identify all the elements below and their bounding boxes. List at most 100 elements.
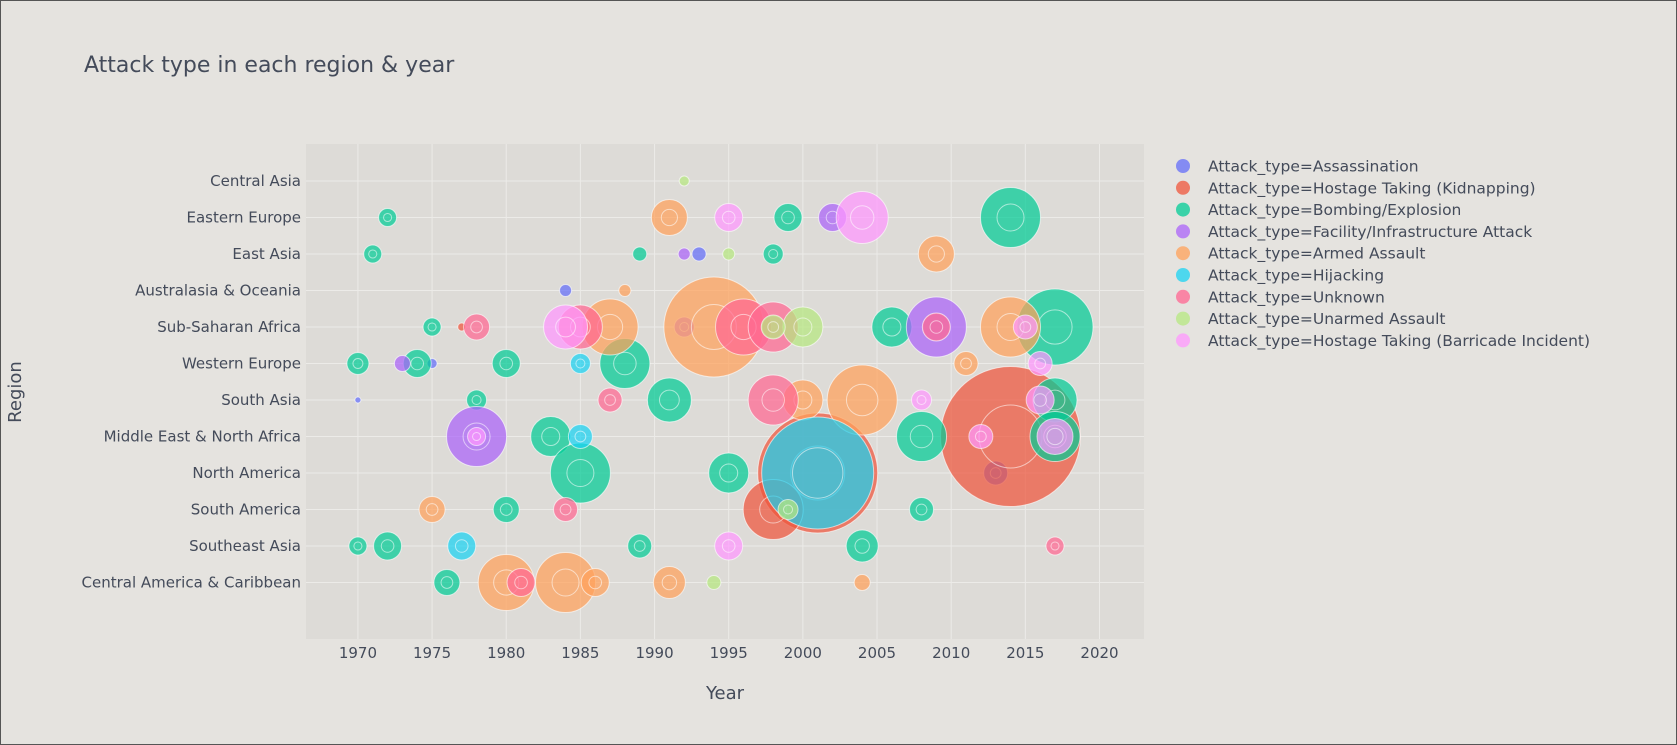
- bubble-unknown[interactable]: [921, 312, 951, 342]
- bubble-facility-infrastructure-attack[interactable]: [677, 247, 691, 261]
- legend[interactable]: Attack_type=Assassination Attack_type=Hos…: [1176, 158, 1590, 351]
- bubble-bombing-explosion[interactable]: [491, 349, 521, 378]
- bubble-bombing-explosion[interactable]: [632, 246, 648, 262]
- bubble-hostage-taking-barricade-incident[interactable]: [1036, 418, 1074, 455]
- legend-marker: [1176, 333, 1190, 348]
- legend-item[interactable]: Attack_type=Facility/Infrastructure Atta…: [1176, 223, 1532, 242]
- bubble-inner-ring: [514, 575, 528, 590]
- legend-item[interactable]: Attack_type=Hostage Taking (Barricade In…: [1176, 332, 1590, 351]
- x-tick-label: 1980: [487, 644, 525, 662]
- bubble-inner-ring: [660, 208, 678, 227]
- bubble-hostage-taking-barricade-incident[interactable]: [714, 203, 744, 232]
- bubble-unarmed-assault[interactable]: [722, 247, 736, 261]
- bubble-bombing-explosion[interactable]: [492, 496, 520, 523]
- bubble-armed-assault[interactable]: [580, 568, 610, 597]
- x-tick-labels: 1970 1975 1980 1985 1990 1995 2000 2005 2010 2015…: [339, 644, 1119, 662]
- bubble-inner-ring: [472, 431, 482, 442]
- bubble-hostage-taking-barricade-incident[interactable]: [1025, 385, 1055, 415]
- bubble-hostage-taking-barricade-incident[interactable]: [714, 531, 744, 561]
- bubble-hijacking[interactable]: [447, 531, 477, 561]
- bubble-assassination[interactable]: [559, 284, 573, 297]
- bubble-bombing-explosion[interactable]: [980, 187, 1042, 248]
- legend-item[interactable]: Attack_type=Unarmed Assault: [1176, 310, 1445, 329]
- bubble-hostage-taking-barricade-incident[interactable]: [1027, 351, 1053, 376]
- bubble-facility-infrastructure-attack[interactable]: [393, 355, 411, 372]
- bubble-armed-assault[interactable]: [953, 351, 979, 376]
- bubble-unknown[interactable]: [553, 497, 579, 522]
- bubble-bombing-explosion[interactable]: [773, 203, 803, 232]
- bubble-armed-assault[interactable]: [652, 566, 686, 599]
- bubble-bombing-explosion[interactable]: [378, 208, 398, 227]
- bubble-bombing-explosion[interactable]: [627, 533, 653, 559]
- bubble-bombing-explosion[interactable]: [363, 244, 383, 264]
- bubble-inner-ring: [613, 351, 637, 376]
- legend-item[interactable]: Attack_type=Assassination: [1176, 158, 1419, 177]
- bubble-inner-ring: [1033, 393, 1047, 407]
- bubble-bombing-explosion[interactable]: [433, 569, 461, 596]
- bubble-inner-ring: [845, 383, 879, 417]
- bubble-unknown[interactable]: [506, 568, 536, 597]
- bubble-inner-ring: [555, 316, 576, 338]
- bubble-assassination[interactable]: [354, 396, 362, 404]
- x-tick-label: 2010: [932, 644, 970, 662]
- bubble-hostage-taking-barricade-incident[interactable]: [1012, 314, 1038, 340]
- bubble-bombing-explosion[interactable]: [896, 411, 948, 462]
- bubble-bombing-explosion[interactable]: [646, 377, 692, 423]
- bubble-bombing-explosion[interactable]: [346, 352, 370, 375]
- bubble-unknown[interactable]: [747, 374, 799, 426]
- bubble-bombing-explosion[interactable]: [348, 536, 368, 556]
- bubble-armed-assault[interactable]: [618, 284, 632, 297]
- bubble-inner-ring: [575, 358, 586, 369]
- y-tick-label: South Asia: [221, 391, 301, 409]
- bubble-hostage-taking-barricade-incident[interactable]: [543, 304, 589, 350]
- legend-item[interactable]: Attack_type=Hostage Taking (Kidnapping): [1176, 179, 1536, 198]
- bubble-hostage-taking-barricade-incident[interactable]: [911, 389, 933, 411]
- legend-item[interactable]: Attack_type=Bombing/Explosion: [1176, 201, 1461, 220]
- legend-marker: [1176, 289, 1190, 304]
- bubble-bombing-explosion[interactable]: [845, 529, 879, 563]
- bubble-unarmed-assault[interactable]: [782, 306, 824, 348]
- legend-marker: [1176, 180, 1190, 195]
- bubble-inner-ring: [383, 212, 393, 223]
- bubble-armed-assault[interactable]: [826, 364, 898, 436]
- bubble-hijacking[interactable]: [569, 353, 591, 374]
- legend-item[interactable]: Attack_type=Unknown: [1176, 288, 1385, 307]
- bubble-hostage-taking-barricade-incident[interactable]: [835, 191, 889, 244]
- bubble-armed-assault[interactable]: [418, 496, 446, 523]
- bubble-unknown[interactable]: [597, 387, 623, 413]
- bubble-inner-ring: [1046, 427, 1064, 446]
- bubble-bombing-explosion[interactable]: [762, 243, 784, 265]
- bubble-armed-assault[interactable]: [980, 296, 1042, 358]
- bubble-hostage-taking-barricade-incident[interactable]: [968, 424, 994, 449]
- legend-item[interactable]: Attack_type=Armed Assault: [1176, 245, 1425, 264]
- bubble-hijacking[interactable]: [567, 424, 593, 449]
- bubble-bombing-explosion[interactable]: [373, 531, 403, 561]
- x-tick-label: 2020: [1080, 644, 1118, 662]
- bubble-unarmed-assault[interactable]: [706, 575, 722, 590]
- bubble-inner-ring: [551, 568, 580, 597]
- bubble-inner-ring: [996, 203, 1025, 232]
- bubble-assassination[interactable]: [691, 246, 707, 262]
- x-tick-label: 1995: [710, 644, 748, 662]
- bubble-armed-assault[interactable]: [650, 199, 688, 236]
- bubble-hostage-taking-barricade-incident[interactable]: [467, 427, 487, 446]
- bubble-inner-ring: [427, 322, 437, 332]
- bubble-bombing-explosion[interactable]: [708, 452, 750, 494]
- bubble-inner-ring: [721, 210, 736, 225]
- bubble-armed-assault[interactable]: [917, 235, 955, 273]
- bubble-unknown[interactable]: [1045, 536, 1065, 556]
- bubble-inner-ring: [574, 430, 587, 443]
- bubble-unarmed-assault[interactable]: [777, 499, 799, 520]
- bubble-armed-assault[interactable]: [853, 574, 871, 591]
- bubble-unarmed-assault[interactable]: [678, 175, 690, 187]
- bubble-unarmed-assault[interactable]: [760, 314, 786, 340]
- bubble-bombing-explosion[interactable]: [549, 442, 611, 504]
- bubble-unknown[interactable]: [463, 313, 491, 341]
- y-tick-label: East Asia: [232, 245, 301, 263]
- legend-marker: [1176, 246, 1190, 261]
- bubble-bombing-explosion[interactable]: [909, 497, 935, 522]
- bubble-inner-ring: [425, 503, 439, 516]
- bubble-bombing-explosion[interactable]: [422, 317, 442, 337]
- legend-item[interactable]: Attack_type=Hijacking: [1176, 267, 1384, 286]
